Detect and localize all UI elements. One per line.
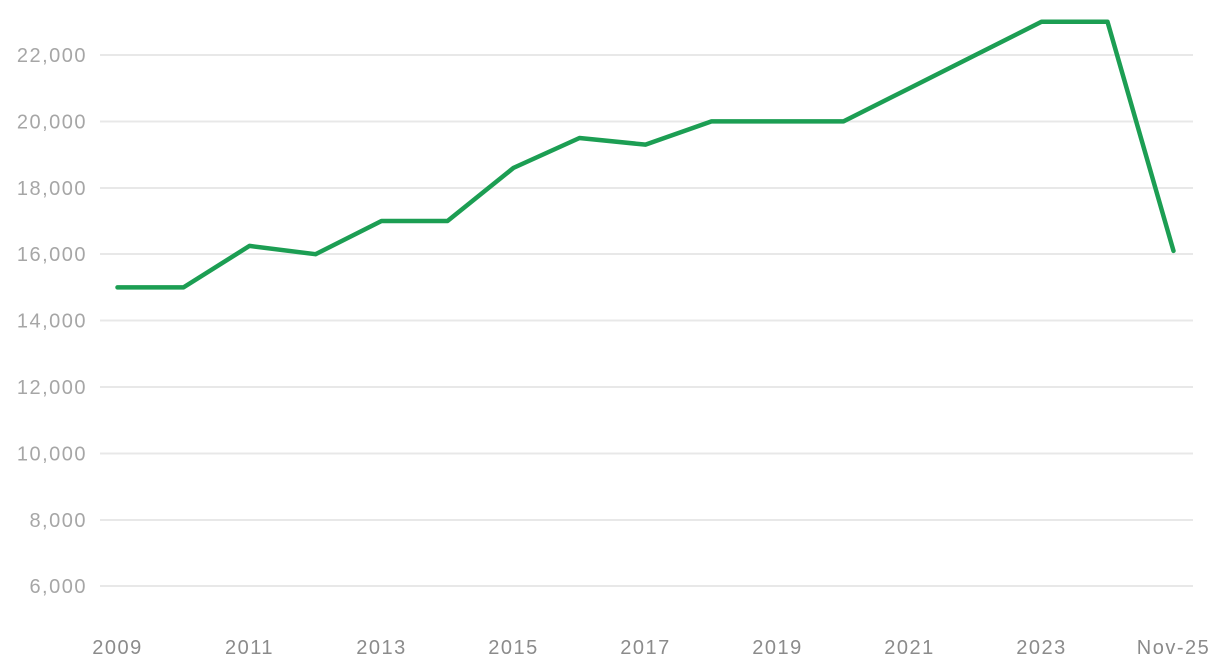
y-axis-tick-label: 8,000 [29,510,87,532]
y-axis-tick-label: 10,000 [17,443,87,465]
y-axis-tick-label: 12,000 [17,377,87,399]
y-axis-tick-label: 20,000 [17,111,87,133]
y-axis-tick-label: 16,000 [17,244,87,266]
y-axis-tick-label: 22,000 [17,45,87,67]
y-axis-tick-label: 6,000 [29,576,87,598]
x-axis-tick-label: 2017 [620,637,671,659]
x-axis-tick-label: 2021 [884,637,935,659]
trend-line [115,19,1176,290]
y-axis-tick-label: 18,000 [17,178,87,200]
x-axis-tick-label: 2009 [92,637,143,659]
x-axis-tick-label: 2019 [752,637,803,659]
x-axis-tick-label: Nov-25 [1137,637,1210,659]
x-axis-tick-label: 2015 [488,637,539,659]
x-axis-tick-label: 2013 [356,637,407,659]
y-axis-tick-label: 14,000 [17,311,87,333]
x-axis-tick-label: 2023 [1016,637,1067,659]
x-axis-tick-label: 2011 [225,637,274,659]
